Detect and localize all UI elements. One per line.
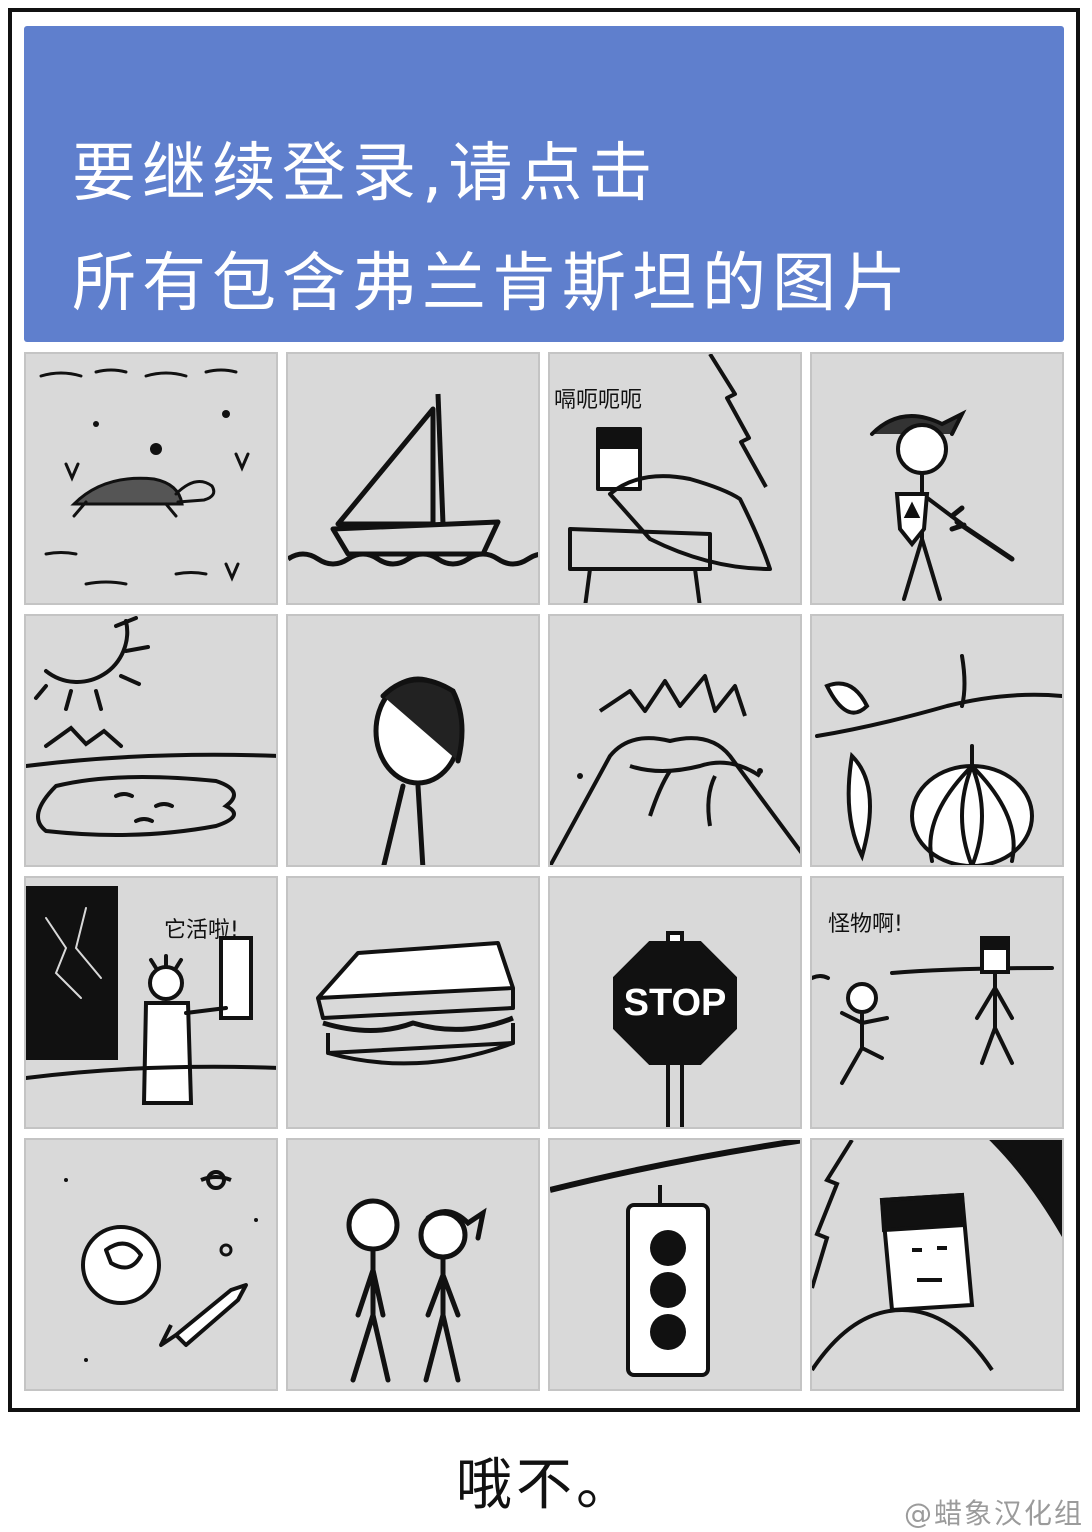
captcha-tile-desert-oasis[interactable] bbox=[24, 614, 278, 867]
translation-credit: @蜡象汉化组 bbox=[903, 1497, 1084, 1530]
captcha-tile-hero-with-sword[interactable] bbox=[810, 352, 1064, 605]
captcha-tile-space-rocket[interactable] bbox=[24, 1138, 278, 1391]
monster-encounter-icon bbox=[812, 936, 1054, 1085]
turtle-icon bbox=[39, 368, 250, 586]
captcha-tile-stop-sign[interactable]: STOP bbox=[548, 876, 802, 1129]
captcha-tile-person-portrait[interactable] bbox=[286, 614, 540, 867]
captcha-instruction-line2: 所有包含弗兰肯斯坦的图片 bbox=[72, 247, 912, 321]
captcha-tile-turtle[interactable] bbox=[24, 352, 278, 605]
captcha-tile-sailboat[interactable] bbox=[286, 352, 540, 605]
sailboat-icon bbox=[288, 393, 538, 567]
captcha-tile-scientist-lab[interactable]: 它活啦! bbox=[24, 876, 278, 1129]
comic-caption: 哦不。 bbox=[456, 1453, 636, 1518]
captcha-tile-monster-encounter[interactable]: 怪物啊! bbox=[810, 876, 1064, 1129]
stop-sign-icon: STOP bbox=[613, 931, 737, 1127]
captcha-tile-frankenstein-rising[interactable]: 嗝呃呃呃 bbox=[548, 352, 802, 605]
captcha-tile-two-people[interactable] bbox=[286, 1138, 540, 1391]
captcha-banner: 要继续登录,请点击 所有包含弗兰肯斯坦的图片 bbox=[24, 26, 1064, 342]
space-rocket-icon bbox=[64, 1170, 258, 1362]
captcha-image-grid: 嗝呃呃呃 bbox=[24, 352, 1064, 1396]
sandwich-icon bbox=[316, 941, 515, 1066]
speech-bubble: 嗝呃呃呃 bbox=[554, 388, 643, 413]
captcha-tile-sandwich[interactable] bbox=[286, 876, 540, 1129]
frankenstein-rising-icon bbox=[568, 354, 772, 603]
volcano-icon bbox=[550, 674, 800, 865]
captcha-tile-pumpkin-vine[interactable] bbox=[810, 614, 1064, 867]
captcha-tile-volcano[interactable] bbox=[548, 614, 802, 867]
stop-sign-text: STOP bbox=[624, 982, 727, 1024]
hero-with-sword-icon bbox=[870, 409, 1015, 601]
captcha-tile-traffic-light[interactable] bbox=[548, 1138, 802, 1391]
traffic-light-icon bbox=[550, 1140, 800, 1377]
captcha-tile-frankenstein-closeup[interactable] bbox=[810, 1138, 1064, 1391]
scientist-lab-icon bbox=[26, 886, 276, 1105]
person-portrait-icon bbox=[373, 676, 465, 865]
pumpkin-vine-icon bbox=[815, 654, 1062, 865]
desert-oasis-icon bbox=[26, 616, 276, 837]
speech-bubble: 怪物啊! bbox=[828, 912, 903, 937]
two-people-icon bbox=[346, 1198, 487, 1383]
frankenstein-closeup-icon bbox=[812, 1140, 1062, 1372]
captcha-instruction-line1: 要继续登录,请点击 bbox=[72, 137, 659, 211]
